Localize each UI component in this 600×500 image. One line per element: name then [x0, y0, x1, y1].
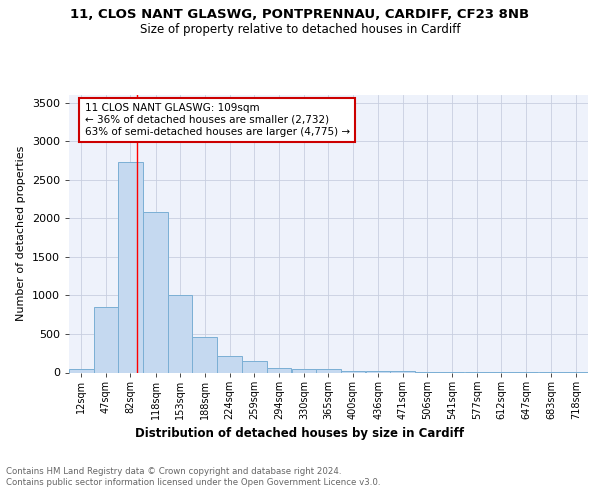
Bar [168, 294, 192, 372]
Text: 11 CLOS NANT GLASWG: 109sqm
← 36% of detached houses are smaller (2,732)
63% of : 11 CLOS NANT GLASWG: 109sqm ← 36% of det… [85, 104, 350, 136]
Bar [217, 356, 242, 372]
Bar [292, 370, 316, 372]
Bar [366, 371, 391, 372]
Bar [316, 370, 341, 372]
Bar [192, 337, 217, 372]
Bar [94, 307, 118, 372]
Bar [143, 212, 168, 372]
Bar [242, 362, 266, 372]
Bar [266, 368, 291, 372]
Bar [118, 162, 143, 372]
Bar [341, 370, 365, 372]
Text: Size of property relative to detached houses in Cardiff: Size of property relative to detached ho… [140, 22, 460, 36]
Bar [69, 368, 94, 372]
Text: 11, CLOS NANT GLASWG, PONTPRENNAU, CARDIFF, CF23 8NB: 11, CLOS NANT GLASWG, PONTPRENNAU, CARDI… [70, 8, 530, 20]
Text: Contains HM Land Registry data © Crown copyright and database right 2024.
Contai: Contains HM Land Registry data © Crown c… [6, 468, 380, 487]
Text: Distribution of detached houses by size in Cardiff: Distribution of detached houses by size … [136, 428, 464, 440]
Y-axis label: Number of detached properties: Number of detached properties [16, 146, 26, 322]
